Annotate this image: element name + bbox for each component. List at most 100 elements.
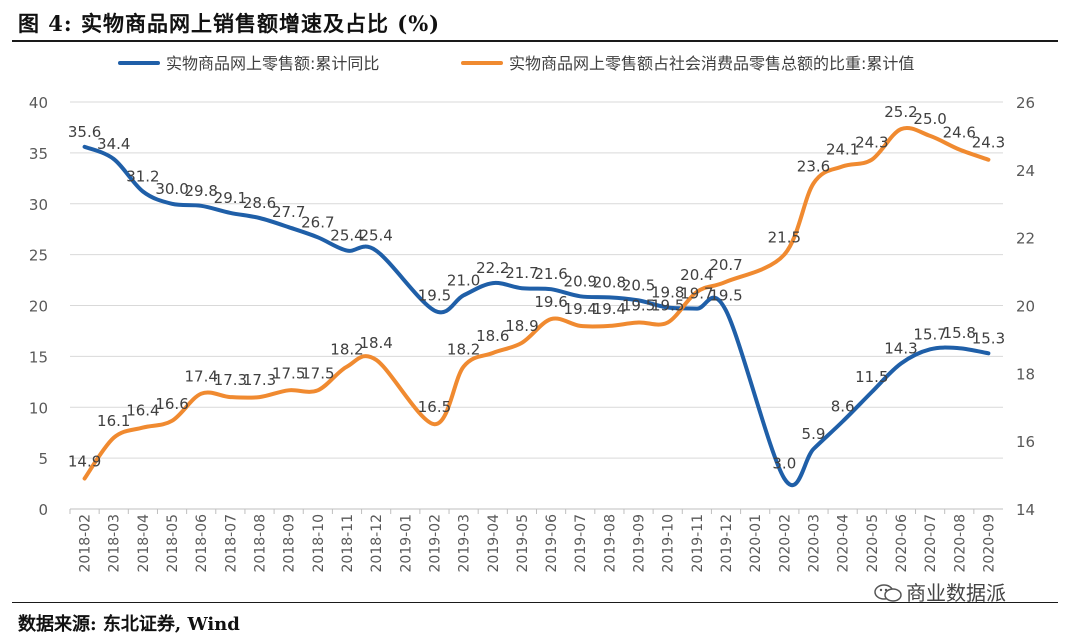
data-label: 29.1 xyxy=(214,189,247,207)
right-tick-label: 26 xyxy=(1016,94,1035,112)
x-tick-label: 2020-01 xyxy=(748,514,764,573)
data-label: 34.4 xyxy=(97,135,130,153)
x-tick-label: 2018-07 xyxy=(223,514,239,573)
data-label: 35.6 xyxy=(68,123,101,141)
data-label: 28.6 xyxy=(243,194,276,212)
data-label: 18.6 xyxy=(476,327,509,345)
x-tick-label: 2018-03 xyxy=(107,514,123,573)
data-label: 19.5 xyxy=(709,287,742,305)
data-label: 29.8 xyxy=(185,182,218,200)
x-tick-label: 2019-11 xyxy=(690,514,706,573)
data-label: 21.5 xyxy=(768,229,801,247)
data-label: 20.7 xyxy=(709,256,742,274)
x-tick-label: 2020-05 xyxy=(865,514,881,573)
data-label: 31.2 xyxy=(126,168,159,186)
x-tick-label: 2018-08 xyxy=(253,514,269,573)
data-label: 22.2 xyxy=(476,259,509,277)
left-tick-label: 5 xyxy=(38,450,48,468)
x-tick-label: 2018-11 xyxy=(340,514,356,573)
series-line-share xyxy=(82,126,991,481)
watermark-text: 商业数据派 xyxy=(906,581,1006,605)
x-tick-label: 2019-02 xyxy=(427,514,443,573)
data-label: 24.6 xyxy=(943,123,976,141)
data-label: 18.2 xyxy=(447,341,480,359)
right-tick-label: 20 xyxy=(1016,298,1035,316)
wechat-icon xyxy=(874,584,902,602)
data-label: 18.4 xyxy=(359,334,392,352)
left-tick-label: 25 xyxy=(29,247,48,265)
data-label: 17.5 xyxy=(301,364,334,382)
left-tick-label: 30 xyxy=(29,196,48,214)
data-label: 18.2 xyxy=(330,341,363,359)
source-rule xyxy=(12,602,1058,603)
data-label: 17.5 xyxy=(272,364,305,382)
series-line-growth xyxy=(82,144,991,488)
data-label: 20.8 xyxy=(593,273,626,291)
data-label: 17.4 xyxy=(185,368,218,386)
data-label: 24.3 xyxy=(855,134,888,152)
data-label: 25.2 xyxy=(884,103,917,121)
x-tick-label: 2019-06 xyxy=(544,514,560,573)
data-label: 21.7 xyxy=(505,264,538,282)
data-label: 26.7 xyxy=(301,213,334,231)
data-label: 17.3 xyxy=(243,371,276,389)
data-label: 19.6 xyxy=(534,293,567,311)
data-label: 15.7 xyxy=(913,325,946,343)
x-tick-label: 2019-05 xyxy=(515,514,531,573)
legend-label: 实物商品网上零售额占社会消费品零售总额的比重:累计值 xyxy=(509,54,914,73)
x-tick-label: 2020-04 xyxy=(836,514,852,573)
data-label: 14.3 xyxy=(884,339,917,357)
data-label: 19.4 xyxy=(593,300,626,318)
left-tick-label: 20 xyxy=(29,298,48,316)
data-label: 23.6 xyxy=(797,157,830,175)
x-tick-label: 2018-06 xyxy=(194,514,210,573)
x-tick-label: 2018-02 xyxy=(78,514,94,573)
data-label: 8.6 xyxy=(831,397,855,415)
data-label: 16.6 xyxy=(155,395,188,413)
data-label: 27.7 xyxy=(272,203,305,221)
right-tick-label: 16 xyxy=(1016,433,1035,451)
x-tick-label: 2020-09 xyxy=(981,514,997,573)
left-tick-label: 15 xyxy=(29,348,48,366)
data-label: 19.8 xyxy=(651,284,684,302)
right-tick-label: 22 xyxy=(1016,230,1035,248)
x-tick-label: 2018-05 xyxy=(165,514,181,573)
source-note: 数据来源: 东北证券, Wind xyxy=(18,614,240,635)
x-tick-label: 2018-09 xyxy=(282,514,298,573)
x-tick-label: 2019-04 xyxy=(486,514,502,573)
right-tick-label: 18 xyxy=(1016,365,1035,383)
x-tick-label: 2019-03 xyxy=(457,514,473,573)
watermark: 商业数据派 xyxy=(874,577,1006,606)
data-label: 15.8 xyxy=(943,324,976,342)
data-label: 19.7 xyxy=(680,285,713,303)
data-label: 19.4 xyxy=(564,300,597,318)
x-tick-label: 2018-04 xyxy=(136,514,152,573)
data-label: 25.4 xyxy=(330,227,363,245)
data-label: 16.5 xyxy=(418,398,451,416)
left-tick-label: 35 xyxy=(29,145,48,163)
data-label: 24.1 xyxy=(826,140,859,158)
right-tick-label: 14 xyxy=(1016,501,1035,519)
data-label: 24.3 xyxy=(972,134,1005,152)
data-label: 25.4 xyxy=(359,227,392,245)
x-tick-label: 2019-01 xyxy=(398,514,414,573)
x-tick-label: 2018-12 xyxy=(369,514,385,573)
x-tick-label: 2020-07 xyxy=(923,514,939,573)
data-label: 11.5 xyxy=(855,368,888,386)
x-tick-label: 2019-07 xyxy=(573,514,589,573)
data-label: 18.9 xyxy=(505,317,538,335)
x-tick-label: 2019-08 xyxy=(602,514,618,573)
x-tick-label: 2019-10 xyxy=(661,514,677,573)
left-tick-label: 40 xyxy=(29,94,48,112)
data-label: 20.5 xyxy=(622,276,655,294)
figure-title: 图 4: 实物商品网上销售额增速及占比 (%) xyxy=(18,11,441,36)
data-label: 21.0 xyxy=(447,271,480,289)
data-label: 15.3 xyxy=(972,329,1005,347)
data-label: 20.9 xyxy=(564,272,597,290)
data-label: 3.0 xyxy=(772,454,796,472)
x-tick-label: 2019-12 xyxy=(719,514,735,573)
x-tick-label: 2018-10 xyxy=(311,514,327,573)
data-label: 19.5 xyxy=(622,296,655,314)
x-tick-label: 2019-09 xyxy=(632,514,648,573)
